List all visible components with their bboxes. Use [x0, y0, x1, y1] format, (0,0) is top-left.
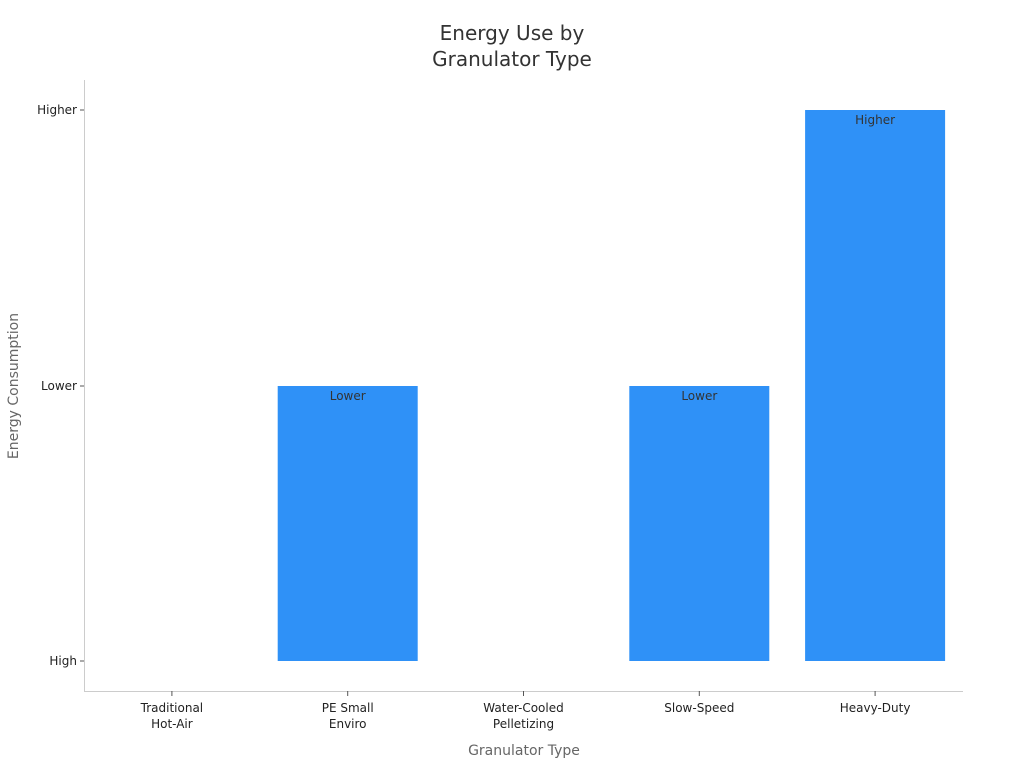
bar — [277, 386, 418, 661]
y-axis-label: Energy Consumption — [6, 313, 22, 459]
bar — [805, 110, 946, 661]
x-axis-label: Granulator Type — [468, 743, 580, 759]
bar-labels-group: Lower Lower Higher — [330, 113, 895, 403]
y-tick-label: Lower — [41, 379, 77, 393]
x-tick-label: Slow-Speed — [664, 701, 734, 715]
x-tick-label: PE Small Enviro — [322, 701, 374, 731]
x-tick-label: Traditional Hot-Air — [140, 701, 203, 731]
y-tick-label: High — [49, 654, 77, 668]
bar-data-label: Lower — [681, 389, 717, 403]
x-tick-label: Heavy-Duty — [840, 701, 911, 715]
chart-title-line-1: Energy Use by — [440, 21, 585, 45]
bar-data-label: Higher — [855, 113, 895, 127]
chart-title-line-2: Granulator Type — [432, 47, 592, 71]
bars-group — [277, 110, 946, 661]
x-ticks-group: Traditional Hot-Air PE Small Enviro Water-Co… — [140, 691, 911, 731]
y-tick-label: Higher — [37, 103, 77, 117]
x-tick-label: Water-Cooled Pelletizing — [483, 701, 563, 731]
y-ticks-group: High Lower Higher — [37, 103, 84, 668]
chart-title: Energy Use by Granulator Type — [432, 21, 592, 71]
bar — [629, 386, 770, 661]
bar-data-label: Lower — [330, 389, 366, 403]
